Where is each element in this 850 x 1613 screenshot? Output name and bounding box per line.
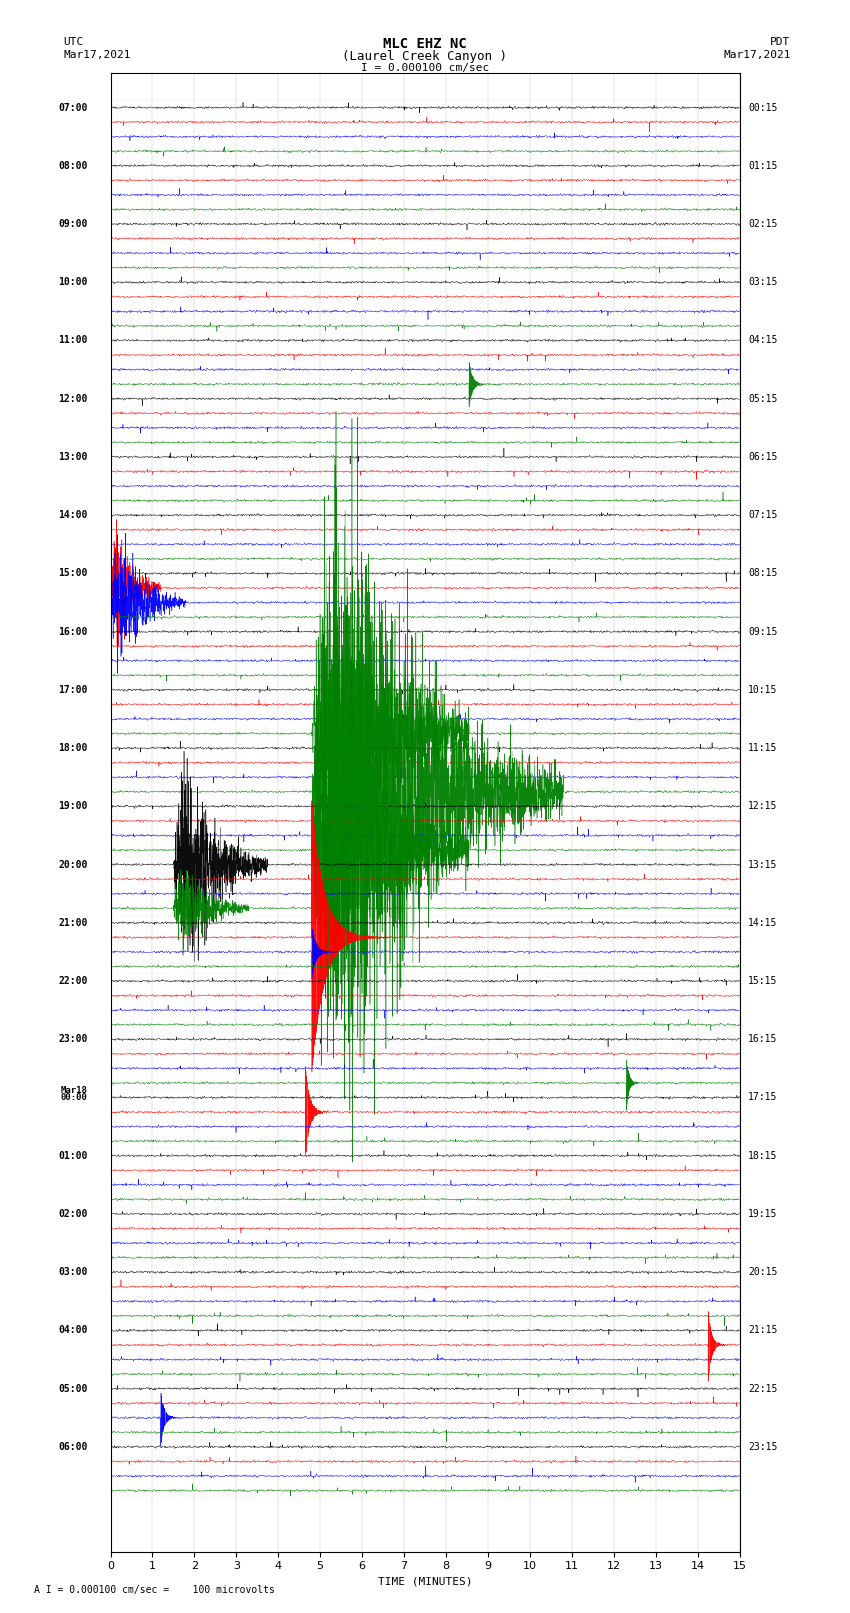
Text: 18:00: 18:00 — [58, 744, 88, 753]
Text: 19:15: 19:15 — [748, 1210, 777, 1219]
Text: 10:15: 10:15 — [748, 686, 777, 695]
Text: MLC EHZ NC: MLC EHZ NC — [383, 37, 467, 52]
Text: 17:00: 17:00 — [58, 686, 88, 695]
Text: 19:00: 19:00 — [58, 802, 88, 811]
Text: I = 0.000100 cm/sec: I = 0.000100 cm/sec — [361, 63, 489, 73]
Text: 04:15: 04:15 — [748, 336, 777, 345]
Text: 01:00: 01:00 — [58, 1150, 88, 1161]
Text: 13:15: 13:15 — [748, 860, 777, 869]
Text: 11:00: 11:00 — [58, 336, 88, 345]
Text: 23:00: 23:00 — [58, 1034, 88, 1044]
Text: 04:00: 04:00 — [58, 1326, 88, 1336]
Text: 00:15: 00:15 — [748, 103, 777, 113]
Text: 20:15: 20:15 — [748, 1268, 777, 1277]
Text: Mar18: Mar18 — [60, 1086, 88, 1095]
Text: Mar17,2021: Mar17,2021 — [723, 50, 791, 60]
Text: 01:15: 01:15 — [748, 161, 777, 171]
Text: 11:15: 11:15 — [748, 744, 777, 753]
Text: 15:00: 15:00 — [58, 568, 88, 579]
Text: 18:15: 18:15 — [748, 1150, 777, 1161]
Text: 07:00: 07:00 — [58, 103, 88, 113]
Text: 13:00: 13:00 — [58, 452, 88, 461]
Text: 21:00: 21:00 — [58, 918, 88, 927]
Text: 09:00: 09:00 — [58, 219, 88, 229]
Text: 22:15: 22:15 — [748, 1384, 777, 1394]
Text: 12:15: 12:15 — [748, 802, 777, 811]
Text: 12:00: 12:00 — [58, 394, 88, 403]
Text: Mar17,2021: Mar17,2021 — [64, 50, 131, 60]
Text: 07:15: 07:15 — [748, 510, 777, 519]
Text: 20:00: 20:00 — [58, 860, 88, 869]
Text: 14:15: 14:15 — [748, 918, 777, 927]
Text: 06:15: 06:15 — [748, 452, 777, 461]
Text: 05:15: 05:15 — [748, 394, 777, 403]
Text: 21:15: 21:15 — [748, 1326, 777, 1336]
Text: A I = 0.000100 cm/sec =    100 microvolts: A I = 0.000100 cm/sec = 100 microvolts — [34, 1586, 275, 1595]
X-axis label: TIME (MINUTES): TIME (MINUTES) — [377, 1578, 473, 1587]
Text: 00:00: 00:00 — [60, 1094, 88, 1102]
Text: 08:15: 08:15 — [748, 568, 777, 579]
Text: 22:00: 22:00 — [58, 976, 88, 986]
Text: 23:15: 23:15 — [748, 1442, 777, 1452]
Text: 06:00: 06:00 — [58, 1442, 88, 1452]
Text: 02:00: 02:00 — [58, 1210, 88, 1219]
Text: PDT: PDT — [770, 37, 790, 47]
Text: 16:00: 16:00 — [58, 626, 88, 637]
Text: 08:00: 08:00 — [58, 161, 88, 171]
Text: (Laurel Creek Canyon ): (Laurel Creek Canyon ) — [343, 50, 507, 63]
Text: 15:15: 15:15 — [748, 976, 777, 986]
Text: 03:15: 03:15 — [748, 277, 777, 287]
Text: 09:15: 09:15 — [748, 626, 777, 637]
Text: UTC: UTC — [64, 37, 84, 47]
Text: 16:15: 16:15 — [748, 1034, 777, 1044]
Text: 02:15: 02:15 — [748, 219, 777, 229]
Text: 05:00: 05:00 — [58, 1384, 88, 1394]
Text: 10:00: 10:00 — [58, 277, 88, 287]
Text: 17:15: 17:15 — [748, 1092, 777, 1103]
Text: 14:00: 14:00 — [58, 510, 88, 519]
Text: 03:00: 03:00 — [58, 1268, 88, 1277]
